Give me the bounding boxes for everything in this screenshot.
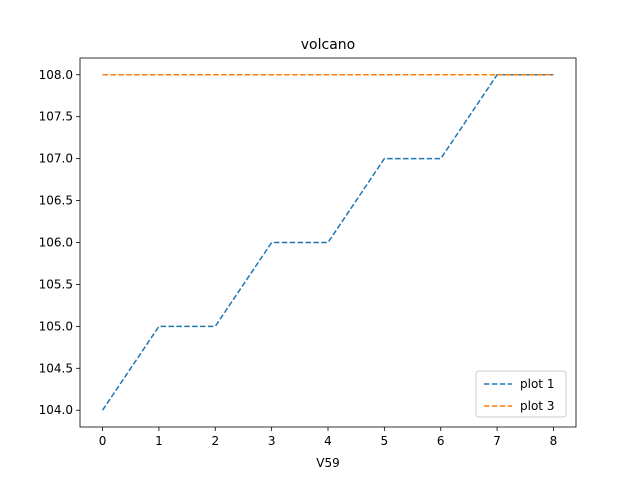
y-axis: 104.0 104.5 105.0 105.5 106.0 106.5 107.0 107.5… — [39, 68, 80, 417]
x-tick-label: 4 — [324, 434, 332, 448]
series-line-plot-1 — [101, 74, 554, 411]
y-tick-label: 106.0 — [39, 236, 73, 250]
legend: plot 1 plot 3 — [475, 370, 567, 418]
x-tick-label: 3 — [268, 434, 276, 448]
x-tick-label: 2 — [211, 434, 219, 448]
y-tick-label: 107.5 — [39, 110, 73, 124]
x-axis: 0 1 2 3 4 5 6 7 8 — [99, 427, 558, 448]
x-tick-label: 8 — [550, 434, 558, 448]
x-tick-label: 5 — [381, 434, 389, 448]
y-tick-label: 105.5 — [39, 277, 73, 291]
chart-title: volcano — [301, 37, 355, 53]
series-layer — [101, 74, 554, 411]
y-tick-label: 106.5 — [39, 194, 73, 208]
y-tick-label: 105.0 — [39, 319, 73, 333]
legend-box — [475, 370, 567, 418]
x-axis-label: V59 — [316, 456, 339, 470]
x-tick-label: 0 — [99, 434, 107, 448]
y-tick-label: 108.0 — [39, 68, 73, 82]
legend-label: plot 1 — [520, 377, 554, 391]
x-tick-label: 6 — [437, 434, 445, 448]
y-tick-label: 107.0 — [39, 152, 73, 166]
x-tick-label: 1 — [155, 434, 163, 448]
y-tick-label: 104.5 — [39, 361, 73, 375]
plot-frame — [79, 57, 577, 428]
legend-label: plot 3 — [520, 399, 554, 413]
y-tick-label: 104.0 — [39, 403, 73, 417]
x-tick-label: 7 — [493, 434, 501, 448]
